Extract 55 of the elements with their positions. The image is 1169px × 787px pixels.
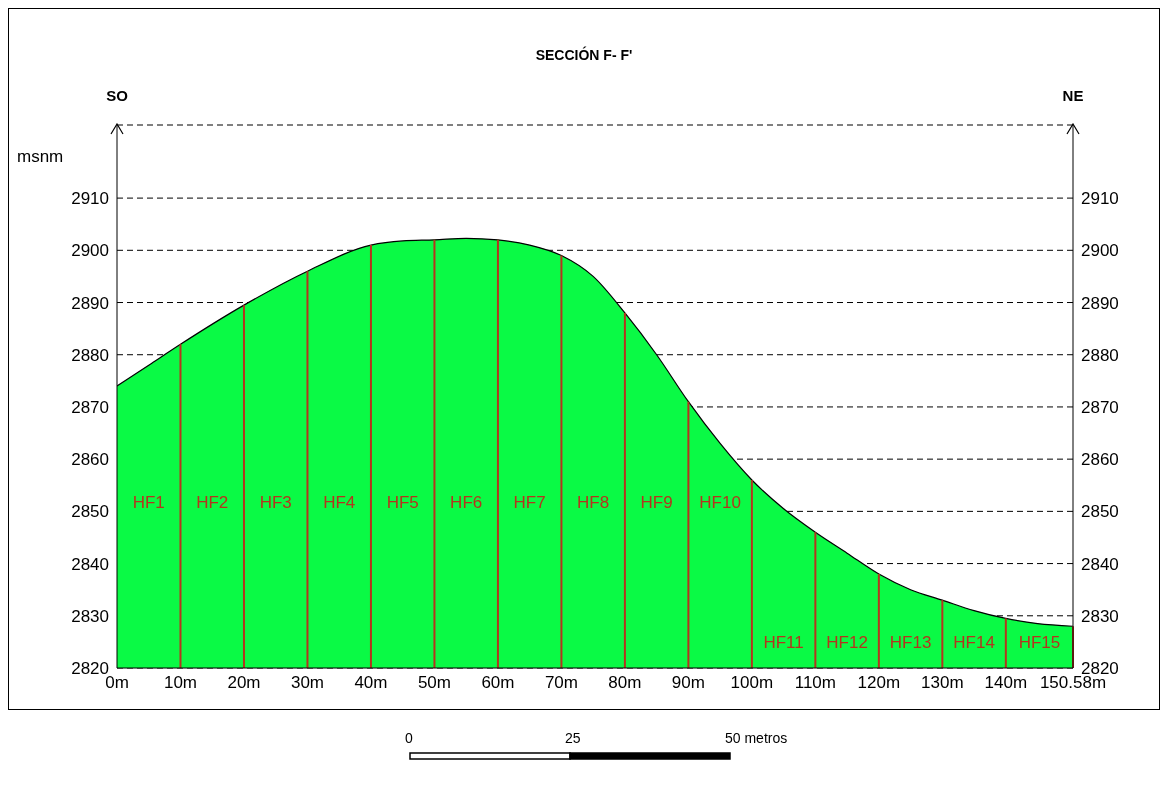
ref-line-label: HF8 (577, 492, 610, 512)
y-tick-label: 2860 (71, 450, 109, 470)
ref-line-label: HF10 (699, 492, 741, 512)
x-tick-label: 0m (105, 673, 129, 693)
y-tick-label: 2850 (71, 502, 109, 522)
x-tick-label: 110m (794, 673, 836, 693)
ref-line-label: HF11 (763, 633, 804, 652)
y-tick-label: 2900 (71, 241, 109, 261)
x-tick-label: 30m (290, 673, 324, 693)
x-tick-label: 60m (481, 673, 515, 693)
ref-line-label: HF12 (826, 633, 868, 652)
ref-line-label: HF2 (196, 492, 229, 512)
text: NE (1061, 87, 1085, 104)
x-tick-label: 20m (227, 673, 261, 693)
x-tick-label: 40m (354, 673, 388, 693)
y2-tick-label: 2880 (1081, 345, 1119, 365)
ref-line-label: HF15 (1018, 633, 1061, 652)
ref-line-label: HF6 (450, 492, 483, 512)
ref-line-label: HF13 (889, 633, 932, 652)
ref-line-label: HF14 (953, 633, 995, 652)
ref-line-label: HF3 (259, 492, 292, 512)
chart-title: SECCIÓN F- F' (534, 47, 634, 63)
x-tick-label: 100m (730, 673, 774, 693)
y-tick-label: 2910 (71, 189, 109, 209)
ref-line-label: HF4 (323, 492, 356, 512)
ref-line-label: HF7 (513, 492, 546, 512)
y-axis-title: msnm (17, 147, 64, 167)
x-tick-label: 90m (671, 673, 705, 693)
x-tick-label: 140m (984, 673, 1028, 693)
text: 0 (405, 730, 413, 746)
y2-tick-label: 2890 (1081, 293, 1119, 313)
ref-line-label: HF9 (640, 492, 673, 512)
y-tick-label: 2830 (71, 606, 109, 626)
x-tick-label: 120m (857, 673, 901, 693)
y2-tick-label: 2900 (1081, 241, 1119, 261)
y2-tick-label: 2840 (1081, 554, 1119, 574)
x-tick-label: 130m (921, 673, 964, 693)
y-tick-label: 2840 (71, 554, 109, 574)
ref-line-label: HF5 (386, 492, 419, 512)
x-tick-label: 10m (163, 673, 198, 693)
x-tick-label: 80m (608, 673, 642, 693)
y-tick-label: 2880 (71, 345, 109, 365)
y-tick-label: 2870 (71, 397, 109, 417)
y2-tick-label: 2860 (1081, 450, 1119, 470)
y2-tick-label: 2850 (1081, 502, 1119, 522)
y2-tick-label: 2870 (1081, 397, 1119, 417)
x-tick-label: 50m (417, 673, 451, 693)
y2-tick-label: 2830 (1081, 606, 1119, 626)
y2-tick-label: 2910 (1081, 189, 1119, 209)
text: SO (105, 87, 129, 104)
x-tick-label: 70m (544, 673, 578, 693)
y-tick-label: 2890 (71, 293, 109, 313)
text: 50 metros (725, 730, 788, 746)
ref-line-label: HF1 (132, 492, 165, 512)
text: 25 (565, 730, 581, 746)
